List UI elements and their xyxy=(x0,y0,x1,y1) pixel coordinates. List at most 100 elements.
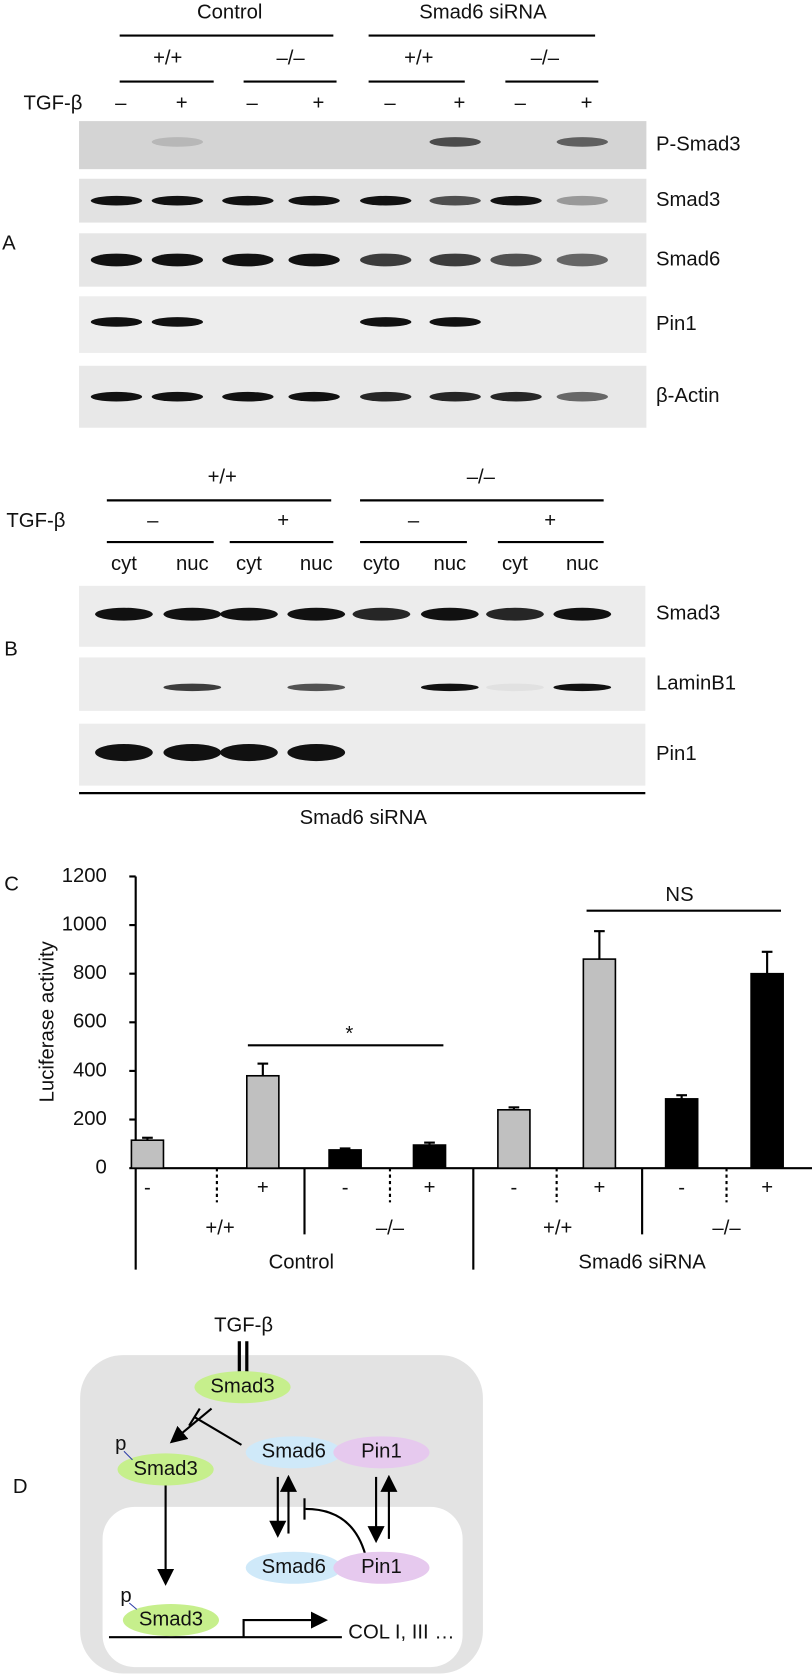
panel-label: A xyxy=(2,232,16,254)
band xyxy=(420,607,479,621)
y-tick-label: 1200 xyxy=(62,865,107,887)
band xyxy=(90,317,143,327)
band xyxy=(486,683,544,692)
label: –/– xyxy=(277,47,306,69)
band xyxy=(90,391,143,402)
band xyxy=(90,195,143,206)
label: cyt xyxy=(502,553,528,575)
y-tick-label: 1000 xyxy=(62,913,107,935)
band xyxy=(490,391,542,402)
y-tick-label: 0 xyxy=(96,1157,107,1179)
label: Smad6 siRNA xyxy=(419,2,547,24)
band xyxy=(429,195,481,206)
node xyxy=(117,1453,214,1486)
label: – xyxy=(384,92,396,114)
band xyxy=(556,253,608,267)
label: + xyxy=(581,92,593,114)
label: – xyxy=(115,92,127,114)
panel-label: C xyxy=(4,873,19,895)
label: cyto xyxy=(363,553,400,575)
label: P-Smad3 xyxy=(656,133,741,155)
node-label: Pin1 xyxy=(361,1441,402,1463)
band xyxy=(287,607,346,621)
annotation: NS xyxy=(665,884,693,906)
y-tick-label: 200 xyxy=(73,1108,107,1130)
bar xyxy=(246,1074,280,1169)
band xyxy=(360,253,412,267)
bar xyxy=(412,1144,447,1169)
label: TGF-β xyxy=(24,92,83,114)
label: Pin1 xyxy=(656,743,697,765)
band xyxy=(220,743,278,762)
label: –/– xyxy=(467,466,496,488)
node-label: Smad6 xyxy=(262,1441,326,1463)
node xyxy=(122,1604,220,1637)
node-label: Pin1 xyxy=(361,1556,402,1578)
label: nuc xyxy=(433,553,466,575)
band xyxy=(287,743,346,762)
label: nuc xyxy=(566,553,599,575)
label: LaminB1 xyxy=(656,673,736,695)
label: cyt xyxy=(236,553,262,575)
band xyxy=(486,607,544,621)
bar xyxy=(497,1109,531,1169)
band xyxy=(553,683,612,692)
bar xyxy=(130,1139,165,1169)
band xyxy=(95,607,153,621)
node xyxy=(333,1436,430,1469)
band xyxy=(151,137,203,147)
band xyxy=(429,253,481,267)
x-tick-label: + xyxy=(593,1177,605,1199)
label: –/– xyxy=(376,1217,405,1239)
band xyxy=(220,607,278,621)
y-tick-label: 600 xyxy=(73,1011,107,1033)
inhibition-bar xyxy=(188,1407,201,1427)
band xyxy=(352,607,411,621)
panel-label: B xyxy=(4,638,18,660)
label: β-Actin xyxy=(656,385,720,407)
label: +/+ xyxy=(208,466,237,488)
label: + xyxy=(176,92,188,114)
band xyxy=(360,391,412,402)
band xyxy=(429,137,481,147)
node xyxy=(245,1551,342,1584)
band xyxy=(556,195,608,206)
bar xyxy=(750,972,784,1169)
band xyxy=(151,391,203,402)
label: + xyxy=(544,510,556,532)
band xyxy=(288,195,340,206)
node-label: Smad3 xyxy=(133,1458,197,1480)
label: –/– xyxy=(531,47,560,69)
label: Smad3 xyxy=(656,189,720,211)
label: +/+ xyxy=(543,1217,572,1239)
band xyxy=(556,137,608,147)
band xyxy=(163,683,222,692)
label: +/+ xyxy=(205,1217,234,1239)
band xyxy=(90,253,143,267)
band xyxy=(163,607,222,621)
band xyxy=(222,195,274,206)
band xyxy=(556,391,608,402)
band xyxy=(288,253,340,267)
label: + xyxy=(277,510,289,532)
band xyxy=(429,391,481,402)
node xyxy=(333,1551,430,1584)
label: –/– xyxy=(712,1217,741,1239)
annotation: * xyxy=(345,1023,353,1045)
label: p xyxy=(115,1433,126,1455)
band xyxy=(490,253,542,267)
promoter xyxy=(242,1611,329,1638)
bar xyxy=(328,1149,362,1169)
label: cyt xyxy=(111,553,137,575)
label: p xyxy=(120,1585,131,1607)
label: nuc xyxy=(176,553,209,575)
label: +/+ xyxy=(153,47,182,69)
band xyxy=(490,195,542,206)
band xyxy=(95,743,153,762)
band xyxy=(222,253,274,267)
x-tick-label: - xyxy=(144,1177,151,1199)
label: COL I, III … xyxy=(348,1621,454,1643)
label: Smad6 xyxy=(656,248,720,270)
label: Pin1 xyxy=(656,313,697,335)
